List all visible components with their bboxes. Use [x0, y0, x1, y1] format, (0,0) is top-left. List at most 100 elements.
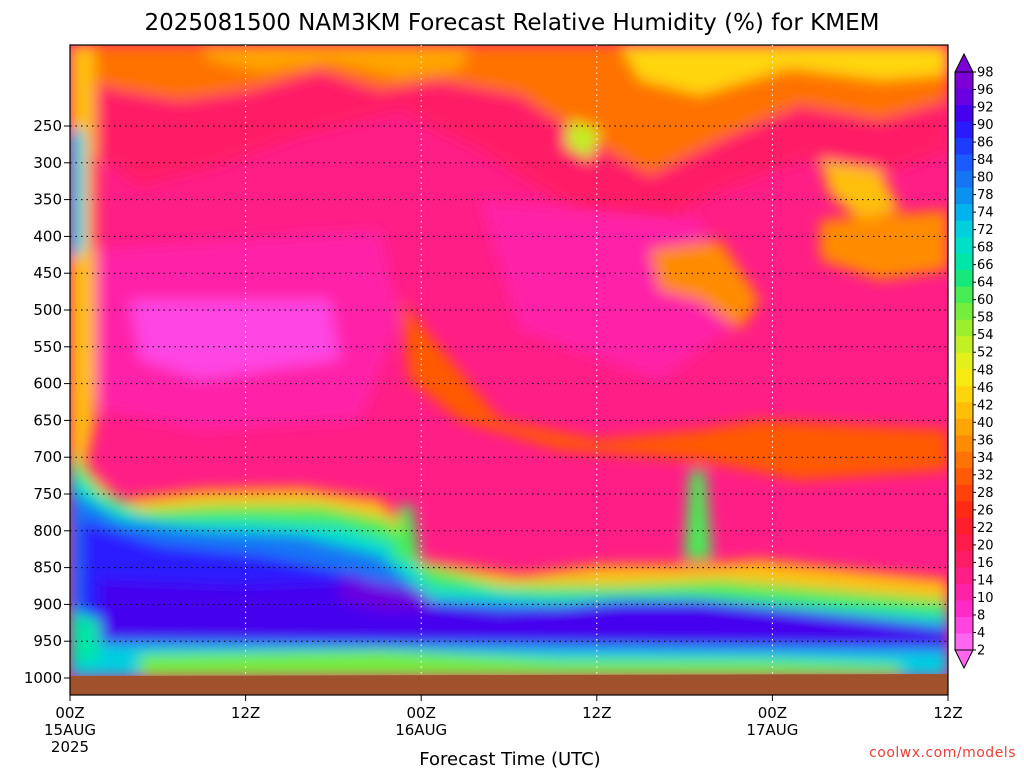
chart-title: 2025081500 NAM3KM Forecast Relative Humi…	[145, 10, 880, 36]
colorbar-label: 16	[977, 556, 994, 571]
x-tick-label: 12Z	[582, 704, 611, 722]
colorbar-label: 74	[977, 206, 994, 221]
colorbar-frame	[954, 71, 974, 651]
colorbar-swatch	[955, 534, 973, 552]
colorbar-swatch	[955, 121, 973, 139]
colorbar-label: 32	[977, 468, 994, 483]
colorbar-label: 98	[977, 66, 994, 81]
colorbar-label: 22	[977, 521, 994, 536]
colorbar-swatch	[955, 385, 973, 403]
colorbar-label: 66	[977, 258, 994, 273]
colorbar-swatch	[955, 187, 973, 205]
colorbar-min-arrow	[954, 649, 974, 670]
colorbar-label: 36	[977, 433, 994, 448]
x-tick-label: 17AUG	[746, 721, 798, 739]
colorbar-swatch	[955, 138, 973, 156]
colorbar-swatch	[955, 154, 973, 172]
x-axis-title: Forecast Time (UTC)	[419, 749, 600, 768]
y-tick-label: 550	[33, 338, 62, 356]
colorbar-swatch	[955, 451, 973, 469]
x-tick-label: 00Z	[758, 704, 787, 722]
colorbar-label: 84	[977, 153, 994, 168]
colorbar-label: 28	[977, 486, 994, 501]
colorbar-label: 2	[977, 644, 985, 659]
colorbar-label: 54	[977, 328, 994, 343]
plot-frame	[69, 44, 949, 696]
colorbar-label: 42	[977, 398, 994, 413]
colorbar-swatch	[955, 319, 973, 337]
colorbar-label: 48	[977, 363, 994, 378]
colorbar-swatch	[955, 583, 973, 601]
y-tick-label: 800	[33, 522, 62, 540]
colorbar-label: 14	[977, 573, 994, 588]
colorbar-swatch	[955, 105, 973, 123]
colorbar-swatch	[955, 616, 973, 634]
colorbar-swatch	[955, 484, 973, 502]
colorbar-label: 78	[977, 188, 994, 203]
colorbar-label: 8	[977, 608, 985, 623]
grid	[70, 45, 948, 676]
colorbar-swatch	[955, 237, 973, 255]
y-tick-label: 650	[33, 411, 62, 429]
colorbar-swatch	[955, 286, 973, 304]
y-tick-label: 700	[33, 448, 62, 466]
y-tick-label: 950	[33, 632, 62, 650]
y-tick-label: 300	[33, 154, 62, 172]
colorbar-label: 68	[977, 241, 994, 256]
x-tick-label: 12Z	[933, 704, 962, 722]
colorbar-label: 26	[977, 503, 994, 518]
colorbar-label: 46	[977, 381, 994, 396]
ground-surface	[70, 676, 948, 695]
y-tick-label: 750	[33, 485, 62, 503]
colorbar-swatch	[955, 336, 973, 354]
colorbar-label: 34	[977, 451, 994, 466]
y-axis: 250 300 350 400 450 500 550 600 650 700 750 800 850 9…	[24, 117, 70, 687]
y-tick-label: 1000	[24, 669, 62, 687]
colorbar-label: 86	[977, 136, 994, 151]
colorbar-label: 40	[977, 416, 994, 431]
x-tick-label: 15AUG	[44, 721, 96, 739]
colorbar-max-arrow	[954, 52, 974, 73]
colorbar-swatch	[955, 270, 973, 288]
colorbar-swatch	[955, 402, 973, 420]
colorbar-label: 4	[977, 626, 985, 641]
colorbar: 9896929086848078747268666460585452484642…	[954, 52, 994, 670]
colorbar-swatch	[955, 550, 973, 568]
y-tick-label: 400	[33, 227, 62, 245]
colorbar-label: 90	[977, 118, 994, 133]
colorbar-swatch	[955, 567, 973, 585]
colorbar-swatch	[955, 517, 973, 535]
colorbar-swatch	[955, 369, 973, 387]
colorbar-swatch	[955, 600, 973, 618]
x-tick-label: 00Z	[407, 704, 436, 722]
colorbar-label: 60	[977, 293, 994, 308]
colorbar-swatch	[955, 468, 973, 486]
colorbar-swatch	[955, 633, 973, 651]
x-tick-label: 00Z	[55, 704, 84, 722]
colorbar-label: 80	[977, 171, 994, 186]
colorbar-swatch	[955, 171, 973, 189]
y-tick-label: 450	[33, 264, 62, 282]
x-tick-label: 12Z	[231, 704, 260, 722]
colorbar-swatch	[955, 220, 973, 238]
colorbar-swatch	[955, 352, 973, 370]
colorbar-swatch	[955, 501, 973, 519]
x-tick-label: 2025	[51, 738, 89, 756]
y-tick-label: 600	[33, 375, 62, 393]
colorbar-label: 64	[977, 276, 994, 291]
colorbar-swatch	[955, 303, 973, 321]
credit-text: coolwx.com/models	[869, 745, 1016, 761]
colorbar-swatch	[955, 72, 973, 90]
y-tick-label: 350	[33, 191, 62, 209]
y-tick-label: 900	[33, 595, 62, 613]
x-tick-label: 16AUG	[395, 721, 447, 739]
colorbar-label: 92	[977, 101, 994, 116]
colorbar-swatch	[955, 435, 973, 453]
colorbar-label: 96	[977, 83, 994, 98]
colorbar-swatch	[955, 253, 973, 271]
y-tick-label: 500	[33, 301, 62, 319]
colorbar-label: 58	[977, 311, 994, 326]
colorbar-label: 72	[977, 223, 994, 238]
